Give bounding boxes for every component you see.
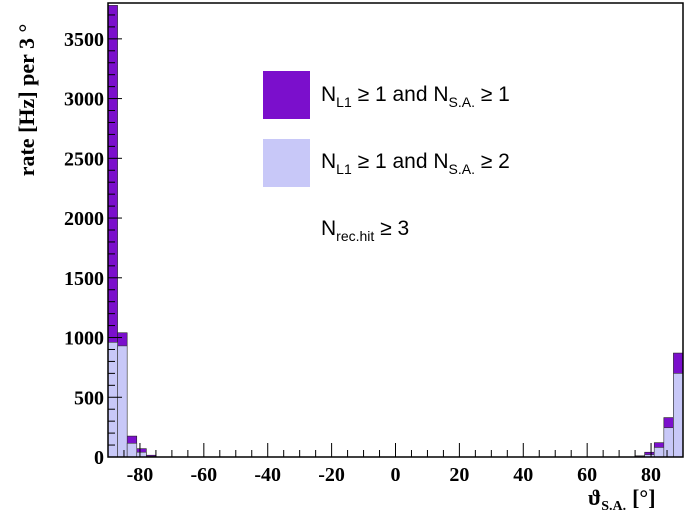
x-tick-label: 20 — [449, 464, 469, 486]
y-tick-label: 500 — [74, 387, 104, 409]
x-tick-label: -80 — [127, 464, 154, 486]
legend: NL1 ≥ 1 and NS.A. ≥ 1 NL1 ≥ 1 and NS.A. … — [263, 71, 510, 244]
x-tick-label: 0 — [391, 464, 401, 486]
x-axis-label-main: ϑ — [588, 485, 601, 510]
x-tick-label: -40 — [254, 464, 281, 486]
y-axis-label: rate [Hz] per 3 ° — [14, 24, 39, 177]
svg-text:ϑS.A.[°]: ϑS.A. [°] — [588, 485, 656, 514]
bar-series-2 — [117, 345, 128, 458]
bar-series-2 — [126, 442, 138, 458]
bar-series-2 — [663, 427, 674, 458]
legend-swatch-series-1 — [263, 71, 310, 119]
x-axis-label: ϑS.A. [°] — [588, 485, 656, 514]
y-tick-label: 0 — [94, 447, 104, 469]
y-tick-label: 2000 — [64, 208, 104, 230]
x-tick-label: -60 — [190, 464, 217, 486]
annotation-rec-hit: Nrec.hit ≥ 3 — [321, 217, 409, 244]
bar-series-2 — [653, 447, 665, 458]
x-tick-label: -20 — [318, 464, 345, 486]
x-tick-label: 40 — [513, 464, 533, 486]
y-tick-label: 3500 — [64, 29, 104, 51]
x-axis-label-sub: S.A. — [601, 499, 626, 514]
y-tick-label: 1500 — [64, 268, 104, 290]
x-axis-label-unit: [°] — [632, 485, 655, 510]
bar-series-2 — [673, 373, 684, 458]
legend-entry-series-2: NL1 ≥ 1 and NS.A. ≥ 2 — [321, 150, 510, 177]
y-tick-label: 2500 — [64, 148, 104, 170]
x-tick-label: 60 — [577, 464, 597, 486]
legend-entry-series-1: NL1 ≥ 1 and NS.A. ≥ 1 — [321, 83, 510, 110]
y-tick-label: 1000 — [64, 328, 104, 350]
bar-series-2 — [107, 342, 118, 458]
y-tick-label: 3000 — [64, 89, 104, 111]
x-tick-label: 80 — [641, 464, 661, 486]
axes: 0 500 1000 1500 2000 2500 3000 3500 -80 -60 -40 -20… — [64, 2, 684, 486]
series-2-overlay — [107, 342, 684, 458]
legend-swatch-series-2 — [263, 139, 310, 187]
